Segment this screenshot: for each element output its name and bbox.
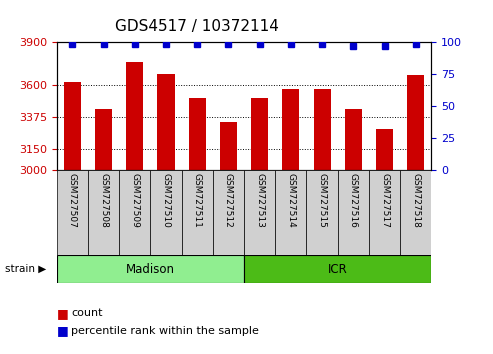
Bar xyxy=(400,170,431,255)
Bar xyxy=(57,170,88,255)
Bar xyxy=(314,88,331,354)
Bar xyxy=(95,109,112,354)
Bar xyxy=(88,170,119,255)
Text: GSM727518: GSM727518 xyxy=(411,173,420,228)
Bar xyxy=(57,255,244,283)
Text: strain ▶: strain ▶ xyxy=(5,264,46,274)
Text: ■: ■ xyxy=(57,325,69,337)
Text: GSM727511: GSM727511 xyxy=(193,173,202,228)
Text: GSM727512: GSM727512 xyxy=(224,173,233,228)
Text: GSM727517: GSM727517 xyxy=(380,173,389,228)
Text: GSM727510: GSM727510 xyxy=(162,173,171,228)
Text: GSM727513: GSM727513 xyxy=(255,173,264,228)
Bar xyxy=(244,255,431,283)
Bar xyxy=(244,170,275,255)
Text: GSM727516: GSM727516 xyxy=(349,173,358,228)
Bar xyxy=(376,129,393,354)
Bar xyxy=(369,170,400,255)
Bar xyxy=(64,82,81,354)
Text: ICR: ICR xyxy=(328,263,348,275)
Bar xyxy=(150,170,181,255)
Text: GSM727507: GSM727507 xyxy=(68,173,77,228)
Bar xyxy=(251,98,268,354)
Bar xyxy=(119,170,150,255)
Bar xyxy=(338,170,369,255)
Text: GSM727509: GSM727509 xyxy=(130,173,139,228)
Text: ■: ■ xyxy=(57,307,69,320)
Bar xyxy=(181,170,213,255)
Text: percentile rank within the sample: percentile rank within the sample xyxy=(71,326,259,336)
Text: GSM727515: GSM727515 xyxy=(317,173,326,228)
Bar xyxy=(213,170,244,255)
Bar xyxy=(345,109,362,354)
Bar xyxy=(189,98,206,354)
Text: GSM727514: GSM727514 xyxy=(286,173,295,228)
Text: GDS4517 / 10372114: GDS4517 / 10372114 xyxy=(115,19,279,34)
Bar xyxy=(157,74,175,354)
Bar xyxy=(275,170,307,255)
Bar xyxy=(307,170,338,255)
Text: count: count xyxy=(71,308,103,318)
Text: Madison: Madison xyxy=(126,263,175,275)
Text: GSM727508: GSM727508 xyxy=(99,173,108,228)
Bar xyxy=(407,75,424,354)
Bar xyxy=(282,88,299,354)
Bar xyxy=(220,122,237,354)
Bar xyxy=(126,62,143,354)
